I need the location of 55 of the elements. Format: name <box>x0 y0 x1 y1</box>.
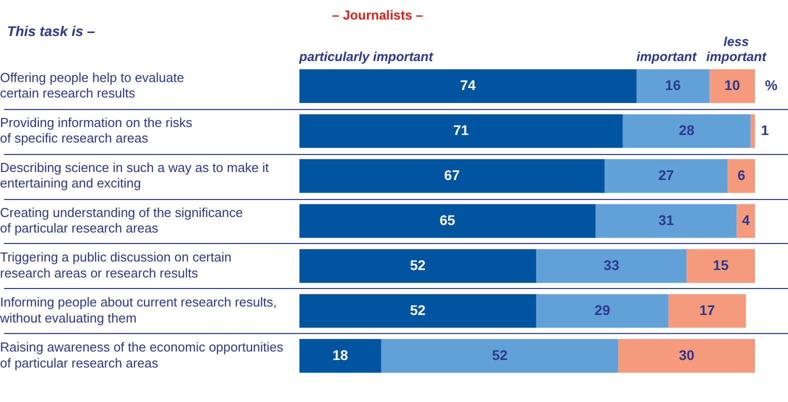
bar <box>618 339 755 373</box>
data-label: 27 <box>658 166 674 183</box>
data-label: 29 <box>594 302 610 318</box>
data-label: 10 <box>724 76 740 93</box>
data-label: 15 <box>713 256 729 273</box>
data-label: 30 <box>678 346 695 363</box>
bar <box>299 339 382 373</box>
bar <box>636 69 710 103</box>
data-label: 52 <box>492 346 508 363</box>
data-label: 65 <box>440 212 456 228</box>
bar <box>299 69 637 103</box>
bar <box>686 249 755 283</box>
y-tick-label: Offering people help to evaluate certain research results <box>0 70 184 100</box>
bar <box>750 114 755 148</box>
bar <box>536 249 687 283</box>
data-label: 1 <box>761 122 769 138</box>
series-label: particularly important <box>298 49 434 64</box>
bar <box>736 204 755 238</box>
bar <box>728 159 755 193</box>
bar <box>299 294 536 328</box>
bar <box>299 114 623 148</box>
bar <box>622 114 750 148</box>
data-label: 16 <box>665 76 681 93</box>
y-tick-label: Raising awareness of the economic opportunities of particular research areas <box>0 340 284 370</box>
bar <box>299 249 536 283</box>
chart-title: – Journalists – <box>332 7 424 22</box>
y-tick-label: Describing science in such a way as to make it entertaining and exciting <box>0 160 270 190</box>
bar <box>595 204 737 238</box>
text: % <box>765 76 778 93</box>
data-label: 28 <box>678 122 695 138</box>
bar <box>709 69 755 103</box>
y-tick-label: Triggering a public discussion on certain research areas or research results <box>0 250 232 280</box>
y-tick-label: Providing information on the risks of specific research areas <box>0 114 193 146</box>
y-tick-label: Creating understanding of the significance of particular research areas <box>0 204 243 236</box>
bar <box>668 294 746 328</box>
bar <box>299 159 605 193</box>
bar <box>381 339 618 373</box>
data-label: 52 <box>410 256 426 273</box>
bar <box>299 204 596 238</box>
bar <box>536 294 668 328</box>
data-label: 71 <box>453 122 470 138</box>
data-label: 18 <box>332 346 348 363</box>
data-label: 52 <box>410 302 426 318</box>
series-label: important <box>636 49 698 64</box>
data-label: 33 <box>604 256 620 273</box>
data-label: 67 <box>444 166 460 183</box>
y-tick-label: Informing people about current research results, without evaluating them <box>0 294 277 326</box>
series-label: less important <box>706 34 767 64</box>
data-label: 4 <box>742 212 750 228</box>
data-label: 17 <box>699 302 716 318</box>
y-axis-title: This task is – <box>7 23 96 39</box>
data-label: 74 <box>460 76 476 93</box>
bar <box>604 159 728 193</box>
data-label: 6 <box>737 166 746 183</box>
data-label: 31 <box>658 212 674 228</box>
